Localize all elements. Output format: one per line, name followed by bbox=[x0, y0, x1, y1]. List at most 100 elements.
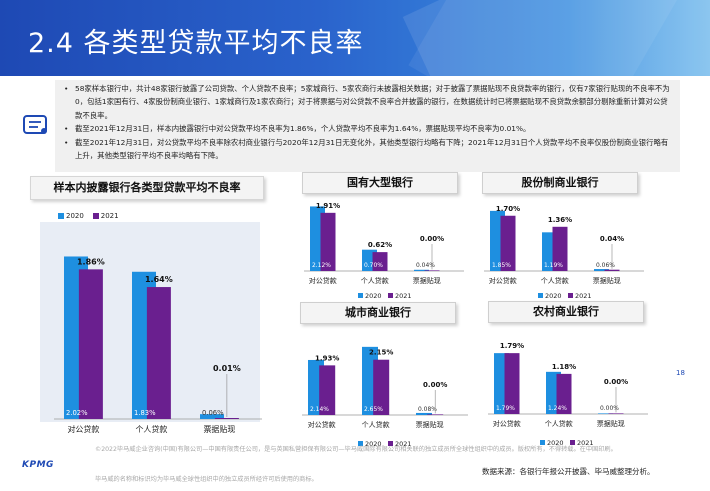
data-label-2021: 1.93% bbox=[315, 354, 339, 362]
category-label: 对公贷款 bbox=[493, 419, 521, 428]
category-label: 票据贴现 bbox=[413, 276, 441, 285]
data-label-2020: 2.14% bbox=[310, 406, 329, 413]
data-label-2020: 1.83% bbox=[134, 409, 156, 417]
data-label-2021: 1.36% bbox=[548, 216, 572, 224]
category-label: 对公贷款 bbox=[308, 420, 336, 429]
data-label-2020: 0.04% bbox=[416, 262, 435, 269]
data-label-2021: 1.79% bbox=[500, 342, 524, 350]
data-label-2020: 2.65% bbox=[364, 406, 383, 413]
bar-2021 bbox=[372, 252, 388, 271]
overall-chart-title: 样本内披露银行各类型贷款平均不良率 bbox=[53, 181, 241, 194]
data-label-2020: 1.24% bbox=[548, 405, 567, 412]
bar-2020 bbox=[200, 414, 224, 419]
category-label: 对公贷款 bbox=[309, 276, 337, 285]
data-label-2021: 1.70% bbox=[496, 205, 520, 213]
bar-2021 bbox=[424, 270, 440, 271]
data-label-2021: 1.86% bbox=[77, 257, 105, 266]
data-label-2021: 0.62% bbox=[368, 241, 392, 249]
copyright-note: ©2022毕马威企业咨询(中国)有限公司—中国有限责任公司，是与英国私营担保有限… bbox=[95, 446, 617, 453]
chart-title-state: 国有大型银行 bbox=[347, 176, 413, 189]
data-label-2021: 0.01% bbox=[213, 364, 241, 373]
rural-bank-npl-chart: 1.79% 1.79% 对公贷款 1.24% 1.18% 个人贷款 0.00% 0.00% 票据… bbox=[488, 342, 648, 447]
legend-label-2020: 2020 bbox=[545, 292, 562, 300]
state-bank-npl-chart: 2.12% 1.91% 对公贷款 0.70% 0.62% 个人贷款 0.04% 0.00% 票据… bbox=[304, 202, 464, 300]
legend-label-2021: 2021 bbox=[395, 440, 412, 448]
chart-title-city: 城市商业银行 bbox=[345, 306, 411, 319]
legend-swatch-2021 bbox=[568, 293, 573, 298]
bar-2021 bbox=[373, 359, 390, 415]
data-label-2020: 2.02% bbox=[66, 409, 88, 417]
data-label-2021: 0.00% bbox=[423, 381, 447, 389]
legend-swatch-2021 bbox=[92, 213, 99, 219]
legend-label-2021: 2021 bbox=[577, 439, 594, 447]
category-label: 个人贷款 bbox=[362, 420, 390, 429]
category-label: 对公贷款 bbox=[67, 424, 99, 434]
data-label-2021: 1.91% bbox=[316, 202, 340, 210]
data-label-2020: 1.19% bbox=[544, 262, 563, 269]
data-label-2020: 1.85% bbox=[492, 262, 511, 269]
chart-title-rural: 农村商业银行 bbox=[533, 305, 599, 318]
bar-2020 bbox=[416, 412, 432, 415]
bullet-item: 截至2021年12月31日，样本内披露银行中对公贷款平均不良率为1.86%，个人… bbox=[62, 122, 674, 136]
bar-2021 bbox=[504, 353, 520, 414]
category-label: 票据贴现 bbox=[593, 276, 621, 285]
page-number: 18 bbox=[676, 369, 685, 377]
data-label-2021: 1.64% bbox=[145, 275, 173, 284]
category-label: 票据贴现 bbox=[203, 424, 235, 434]
legend-swatch-2020 bbox=[358, 441, 363, 446]
legend-label-2021: 2021 bbox=[575, 292, 592, 300]
category-label: 个人贷款 bbox=[545, 419, 573, 428]
category-label: 个人贷款 bbox=[541, 276, 569, 285]
bar-2020 bbox=[598, 413, 613, 414]
chart-title-box-rural: 农村商业银行 bbox=[488, 301, 644, 323]
data-label-2020: 0.00% bbox=[600, 405, 619, 412]
bullet-item: 截至2021年12月31日，对公贷款平均不良率除农村商业银行与2020年12月3… bbox=[62, 136, 674, 163]
bar-2021 bbox=[320, 212, 336, 271]
overall-npl-chart: 2.02% 1.86% 对公贷款 1.83% 1.64% 个人贷款 0.06% 0.01% 票据… bbox=[40, 222, 262, 434]
bar-2021 bbox=[552, 226, 568, 271]
chart-title-joint: 股份制商业银行 bbox=[521, 176, 599, 189]
bullet-item: 58家样本银行中，共计48家银行披露了公司贷款、个人贷款不良率；5家城商行、5家… bbox=[62, 82, 674, 122]
category-label: 对公贷款 bbox=[489, 276, 517, 285]
bar-2021 bbox=[319, 365, 336, 415]
category-label: 票据贴现 bbox=[416, 420, 444, 429]
overall-chart-title-box: 样本内披露银行各类型贷款平均不良率 bbox=[30, 176, 264, 200]
legend-swatch-2020 bbox=[358, 293, 363, 298]
bar-2020 bbox=[414, 269, 429, 271]
legend-swatch-2020 bbox=[538, 293, 543, 298]
data-label-2020: 1.79% bbox=[496, 405, 515, 412]
data-source: 数据来源：各银行年报公开披露、毕马威整理分析。 bbox=[482, 467, 655, 476]
data-label-2020: 0.06% bbox=[202, 409, 224, 417]
legend-label-2020: 2020 bbox=[365, 292, 382, 300]
data-label-2021: 0.04% bbox=[600, 235, 624, 243]
legend-label-2020: 2020 bbox=[365, 440, 382, 448]
header-banner: 2.4 各类型贷款平均不良率 bbox=[0, 0, 710, 76]
legend-swatch-2021 bbox=[388, 293, 393, 298]
data-label-2020: 0.06% bbox=[596, 262, 615, 269]
legend-label-2020: 2020 bbox=[66, 212, 84, 220]
chart-title-box-city: 城市商业银行 bbox=[300, 302, 456, 324]
bar-2021 bbox=[78, 269, 103, 419]
legend-swatch-2020 bbox=[540, 440, 545, 445]
bar-2021 bbox=[500, 215, 516, 271]
bar-2021 bbox=[214, 418, 239, 419]
bar-2021 bbox=[608, 413, 624, 414]
bar-2021 bbox=[556, 373, 572, 414]
category-label: 票据贴现 bbox=[597, 419, 625, 428]
category-label: 个人贷款 bbox=[135, 424, 167, 434]
city-bank-npl-chart: 2.14% 1.93% 对公贷款 2.65% 2.15% 个人贷款 0.08% 0.00% 票据… bbox=[302, 346, 468, 448]
legend-label-2020: 2020 bbox=[547, 439, 564, 447]
legend-swatch-2020 bbox=[58, 213, 64, 219]
legend-label-2021: 2021 bbox=[395, 292, 412, 300]
summary-bullets: 58家样本银行中，共计48家银行披露了公司贷款、个人贷款不良率；5家城商行、5家… bbox=[62, 82, 674, 162]
chart-title-box-joint: 股份制商业银行 bbox=[482, 172, 638, 194]
bar-2021 bbox=[427, 414, 444, 415]
data-label-2021: 1.18% bbox=[552, 363, 576, 371]
joint-stock-bank-npl-chart: 1.85% 1.70% 对公贷款 1.19% 1.36% 个人贷款 0.06% 0.04% 票据… bbox=[484, 205, 644, 300]
kpmg-logo: KPMG bbox=[22, 460, 54, 470]
data-label-2021: 0.00% bbox=[604, 378, 628, 386]
chart-title-box-state: 国有大型银行 bbox=[302, 172, 458, 194]
page-title: 2.4 各类型贷款平均不良率 bbox=[28, 28, 364, 59]
data-label-2021: 0.00% bbox=[420, 235, 444, 243]
data-label-2020: 2.12% bbox=[312, 262, 331, 269]
